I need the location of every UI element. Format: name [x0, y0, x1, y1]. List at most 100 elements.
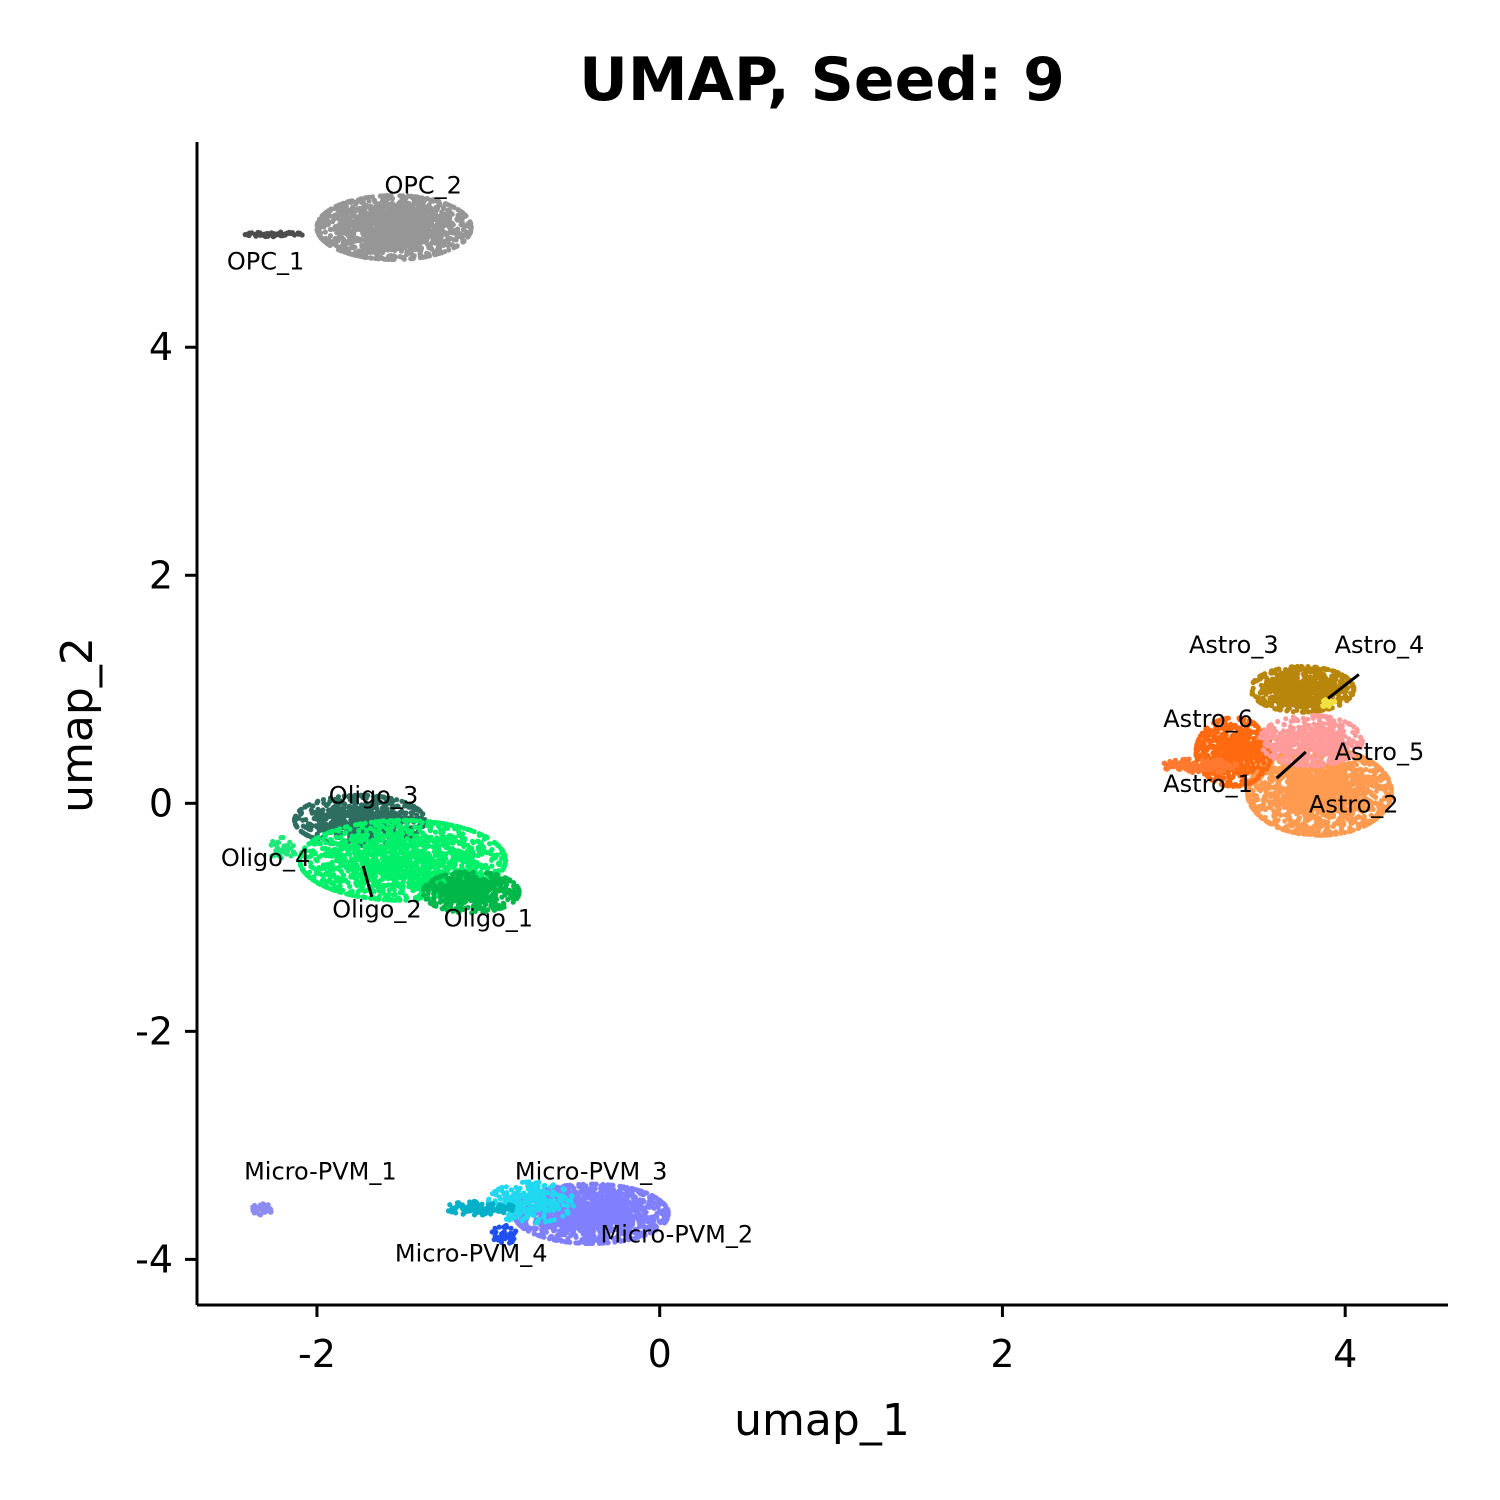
point — [391, 812, 397, 818]
point — [352, 244, 358, 250]
point — [379, 836, 385, 842]
point — [420, 876, 426, 882]
point — [343, 231, 349, 237]
point — [355, 889, 361, 895]
point — [376, 220, 382, 226]
point — [314, 221, 320, 227]
point — [453, 243, 459, 250]
point — [465, 892, 471, 899]
point — [452, 861, 458, 868]
point — [423, 235, 429, 241]
point — [453, 886, 459, 892]
point — [406, 200, 412, 206]
point — [399, 243, 405, 249]
point — [313, 867, 319, 874]
point — [398, 840, 404, 846]
point — [360, 836, 366, 842]
point — [378, 818, 384, 824]
point — [367, 844, 373, 850]
point — [297, 230, 303, 236]
point — [343, 203, 349, 209]
scatter-points — [242, 193, 1394, 1246]
point — [373, 233, 379, 239]
point — [348, 872, 354, 879]
point — [334, 835, 340, 841]
point — [270, 234, 276, 240]
point — [422, 212, 428, 218]
point — [352, 220, 358, 226]
point — [350, 231, 356, 237]
point — [437, 899, 444, 905]
point — [341, 213, 347, 219]
point — [426, 251, 432, 257]
point — [449, 220, 455, 226]
point — [391, 887, 397, 893]
point — [491, 886, 497, 893]
point — [506, 889, 512, 895]
point — [326, 864, 332, 870]
point — [385, 247, 391, 253]
point — [393, 859, 399, 865]
point — [355, 808, 361, 815]
point — [325, 208, 331, 214]
point — [396, 817, 402, 824]
point — [363, 202, 369, 208]
point — [438, 233, 444, 239]
point — [353, 875, 359, 881]
point — [392, 240, 398, 246]
point — [333, 239, 339, 245]
point — [372, 869, 378, 875]
point — [373, 255, 379, 262]
point — [480, 891, 486, 897]
point — [496, 862, 502, 868]
point — [373, 844, 379, 851]
point — [396, 236, 402, 242]
point — [329, 848, 335, 855]
point — [372, 226, 378, 232]
point — [345, 843, 351, 849]
point — [360, 223, 366, 229]
point — [432, 232, 438, 238]
point — [363, 254, 369, 260]
point — [392, 846, 399, 852]
point — [453, 237, 459, 243]
point — [422, 846, 428, 852]
point — [475, 881, 481, 887]
point — [423, 896, 429, 902]
point — [475, 896, 481, 902]
point — [360, 859, 366, 865]
point — [277, 230, 284, 236]
point — [409, 884, 415, 890]
point — [327, 233, 333, 239]
point — [430, 838, 437, 844]
point — [371, 221, 377, 227]
point — [449, 211, 455, 217]
point — [470, 840, 476, 846]
point — [322, 851, 328, 857]
point — [322, 834, 328, 840]
point — [317, 216, 323, 222]
point — [493, 877, 499, 884]
point — [417, 254, 423, 261]
point — [385, 876, 391, 882]
point — [431, 890, 437, 897]
point — [473, 874, 479, 881]
point — [454, 233, 460, 239]
point — [396, 217, 402, 223]
point — [469, 856, 475, 862]
point — [337, 826, 343, 832]
point — [355, 838, 361, 844]
point — [460, 215, 466, 221]
point — [392, 206, 398, 213]
point — [399, 830, 405, 837]
point — [411, 225, 417, 231]
point — [340, 241, 346, 247]
point — [391, 230, 397, 236]
point — [410, 255, 416, 262]
point — [432, 819, 438, 826]
point — [399, 888, 405, 894]
point — [355, 198, 361, 204]
point — [438, 830, 444, 836]
point — [413, 217, 419, 224]
point — [309, 876, 316, 883]
